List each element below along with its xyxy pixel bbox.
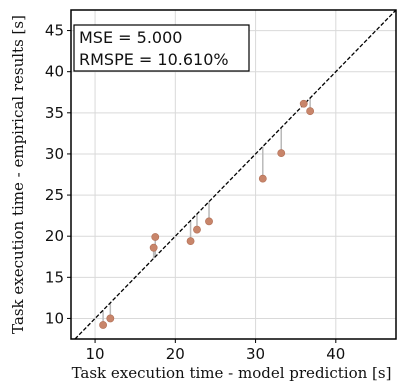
y-axis-ticks: 10 15 20 25 30 35 40 45 <box>45 22 71 327</box>
data-point <box>149 243 158 252</box>
y-axis-label: Task execution time - empirical results … <box>9 15 27 334</box>
y-tick-label: 10 <box>45 309 64 327</box>
x-tick-label: 30 <box>246 345 265 363</box>
y-tick-label: 40 <box>45 63 64 81</box>
x-tick-label: 20 <box>166 345 185 363</box>
plot-frame <box>70 9 397 340</box>
y-tick-label: 25 <box>45 186 64 204</box>
stats-box-frame <box>73 24 250 72</box>
y-tick-label: 45 <box>45 22 64 40</box>
y-tick-label: 20 <box>45 227 64 245</box>
data-point <box>299 99 308 108</box>
mse-annotation: MSE = 5.000 <box>79 28 182 47</box>
x-axis-ticks: 10 20 30 40 <box>86 339 345 363</box>
data-point <box>306 107 315 116</box>
data-point <box>258 174 267 183</box>
data-point <box>193 225 201 234</box>
data-point <box>99 321 107 329</box>
data-point <box>277 149 286 158</box>
y-tick-label: 15 <box>45 268 64 286</box>
data-point <box>151 233 160 241</box>
data-point <box>106 314 115 323</box>
y-tick-label: 30 <box>45 145 64 163</box>
y-tick-label: 35 <box>45 104 64 122</box>
x-tick-label: 10 <box>86 345 105 363</box>
residual-lines <box>102 98 311 326</box>
stats-box: MSE = 5.000 RMSPE = 10.610% <box>73 24 250 72</box>
x-tick-label: 40 <box>326 345 345 363</box>
data-point <box>205 217 213 226</box>
reference-line-y-equals-x <box>74 9 397 340</box>
data-points <box>99 99 315 329</box>
data-point <box>186 237 195 246</box>
rmspe-annotation: RMSPE = 10.610% <box>79 50 229 69</box>
x-axis-label: Task execution time - model prediction [… <box>72 364 392 382</box>
